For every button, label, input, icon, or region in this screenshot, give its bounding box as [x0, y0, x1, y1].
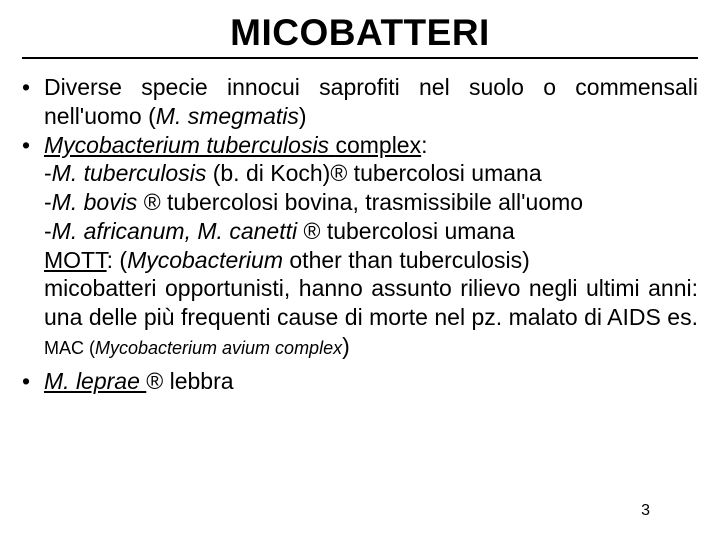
mott-desc: micobatteri opportunisti, hanno assunto …	[44, 274, 698, 360]
title-underline	[22, 57, 698, 59]
page-number: 3	[641, 502, 650, 520]
bullet-item-1: • Diverse specie innocui saprofiti nel s…	[22, 73, 698, 131]
b1-a: Diverse specie innocui saprofiti nel suo…	[44, 74, 698, 129]
bullet-item-2: • Mycobacterium tuberculosis complex:	[22, 131, 698, 160]
l3-a: -	[44, 218, 52, 244]
sub-line-3: -M. africanum, M. canetti ® tubercolosi …	[44, 217, 698, 246]
mac-b: )	[342, 333, 350, 359]
b3-c: lebbra	[163, 368, 233, 394]
l3-c: tubercolosi umana	[320, 218, 514, 244]
mott-u: MOTT	[44, 247, 107, 273]
l2-c: tubercolosi bovina, trasmissibile all'uo…	[161, 189, 583, 215]
slide-title: MICOBATTERI	[22, 12, 698, 54]
bullet-mark: •	[22, 367, 44, 396]
arrow-icon: ®	[146, 368, 163, 394]
l1-it: M. tuberculosis	[52, 160, 213, 186]
b2-head-it: Mycobacterium tuberculosis	[44, 132, 335, 158]
mott-paren-a: : (	[107, 247, 127, 273]
bullet-item-3: • M. leprae ® lebbra	[22, 367, 698, 396]
mott-desc-a: micobatteri opportunisti, hanno assunto …	[44, 275, 698, 330]
l1-b: (b. di Koch)	[213, 160, 331, 186]
l3-it: M. africanum, M. canetti	[52, 218, 304, 244]
bullet-2-text: Mycobacterium tuberculosis complex:	[44, 131, 698, 160]
arrow-icon: ®	[330, 160, 347, 186]
slide-body: • Diverse specie innocui saprofiti nel s…	[22, 73, 698, 395]
l2-a: -	[44, 189, 52, 215]
l1-c: tubercolosi umana	[347, 160, 541, 186]
bullet-1-text: Diverse specie innocui saprofiti nel suo…	[44, 73, 698, 131]
sub-line-1: -M. tuberculosis (b. di Koch)® tubercolo…	[44, 159, 698, 188]
mac-a: MAC (	[44, 338, 95, 358]
b2-colon: :	[421, 132, 427, 158]
b3-it: M. leprae	[44, 368, 146, 394]
arrow-icon: ®	[144, 189, 161, 215]
l2-it: M. bovis	[52, 189, 144, 215]
b1-b: )	[299, 103, 307, 129]
arrow-icon: ®	[303, 218, 320, 244]
bullet-mark: •	[22, 73, 44, 131]
sub-line-2: -M. bovis ® tubercolosi bovina, trasmiss…	[44, 188, 698, 217]
mac-it: Mycobacterium avium complex	[95, 338, 342, 358]
b1-it: M. smegmatis	[156, 103, 299, 129]
mott-it: Mycobacterium	[127, 247, 289, 273]
l1-a: -	[44, 160, 52, 186]
b2-head-plain: complex	[335, 132, 421, 158]
bullet-3-text: M. leprae ® lebbra	[44, 367, 698, 396]
mott-b: other than tuberculosis)	[289, 247, 529, 273]
mott-line: MOTT: (Mycobacterium other than tubercul…	[44, 246, 698, 275]
bullet-mark: •	[22, 131, 44, 160]
